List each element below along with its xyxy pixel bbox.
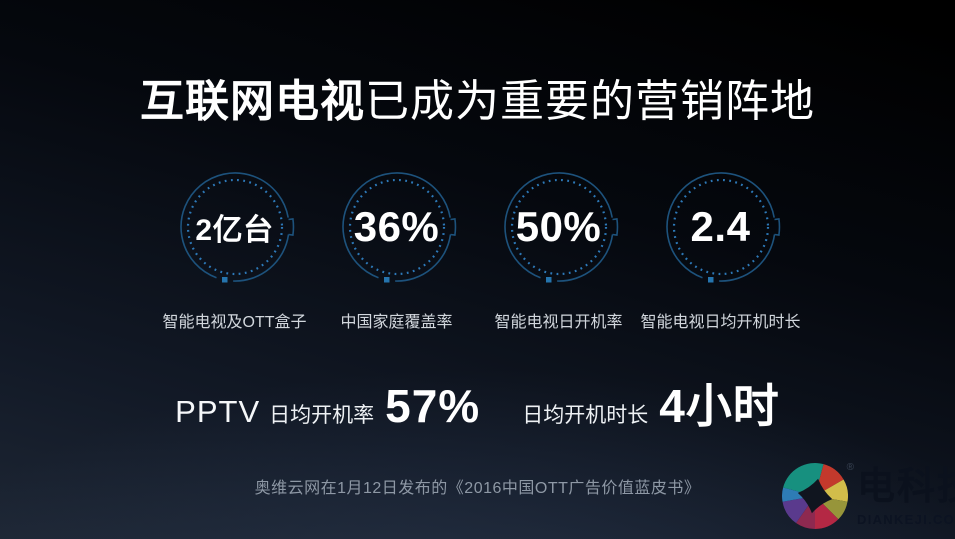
stat-label: 智能电视及OTT盒子	[162, 314, 307, 331]
kpi-label: 日均开机时长	[522, 404, 649, 427]
title-rest: 已成为重要的营销阵地	[365, 77, 815, 126]
logo-name: 电科技	[857, 466, 955, 508]
stat-value: 36%	[353, 203, 440, 250]
stat-label: 中国家庭覆盖率	[340, 314, 453, 331]
logo-domain: DIANKEJI.COM	[857, 512, 955, 527]
stat-value: 50%	[515, 203, 602, 250]
pinwheel-icon	[782, 463, 848, 529]
diankeji-logo-icon: ®	[782, 462, 854, 535]
stat-daily-rate: 50% 智能电视日开机率	[478, 162, 640, 332]
kpi-prefix: PPTV	[175, 394, 261, 429]
kpi-pptv-rate: PPTV 日均开机率 57%	[175, 379, 480, 433]
page-title: 互联网电视已成为重要的营销阵地	[0, 76, 955, 129]
source-citation: 奥维云网在1月12日发布的《2016中国OTT广告价值蓝皮书》	[254, 480, 701, 497]
stat-ring: 2亿台	[170, 162, 300, 292]
stat-coverage: 36% 中国家庭覆盖率	[316, 162, 478, 332]
kpi-row: PPTV 日均开机率 57% 日均开机时长 4小时	[0, 370, 955, 436]
registered-mark-icon: ®	[846, 462, 854, 473]
stat-value: 2亿台	[195, 214, 274, 247]
kpi-value: 57%	[385, 380, 481, 432]
title-highlight: 互联网电视	[140, 77, 365, 126]
kpi-value: 4小时	[659, 380, 780, 432]
diankeji-logo: ® 电科技 DIANKEJI.COM	[782, 462, 955, 535]
stat-label: 智能电视日均开机时长	[640, 314, 801, 331]
stat-ring: 2.4	[656, 162, 786, 292]
kpi-pptv-hours: 日均开机时长 4小时	[522, 370, 780, 436]
stat-ring: 50%	[494, 162, 624, 292]
stat-value: 2.4	[690, 203, 751, 250]
stat-devices: 2亿台 智能电视及OTT盒子	[154, 162, 316, 332]
stat-label: 智能电视日开机率	[494, 314, 623, 331]
kpi-label: 日均开机率	[269, 404, 375, 427]
stats-row: 2亿台 智能电视及OTT盒子 36% 中国家庭覆盖率 50% 智能电视日开机率 …	[0, 162, 955, 332]
stat-ring: 36%	[332, 162, 462, 292]
logo-text: 电科技 DIANKEJI.COM	[857, 463, 955, 535]
stat-daily-hours: 2.4 智能电视日均开机时长	[640, 162, 802, 332]
